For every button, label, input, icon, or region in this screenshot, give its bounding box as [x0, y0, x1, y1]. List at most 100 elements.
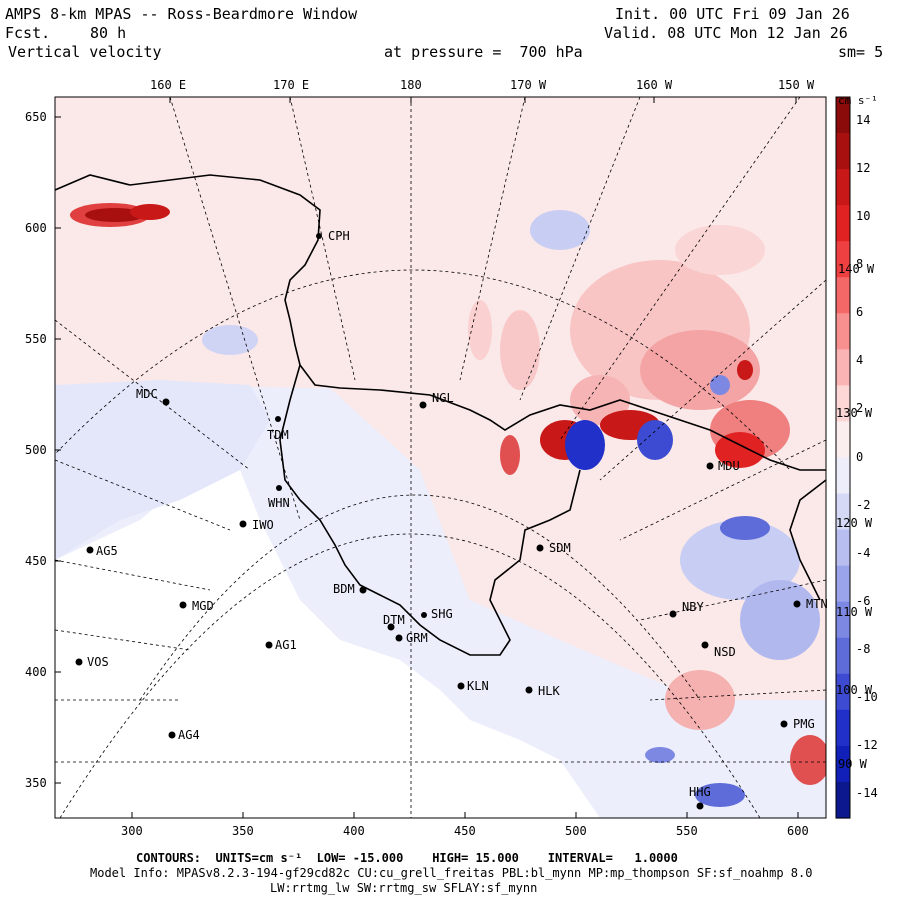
station-dot-ag1 [265, 641, 273, 649]
station-label-vos: VOS [87, 655, 109, 669]
station-dot-ngl [419, 401, 427, 409]
colorbar-swatch [836, 169, 850, 206]
colorbar-swatch [836, 205, 850, 242]
lon-label-170e: 170 E [273, 78, 310, 92]
init-time: Init. 00 UTC Fri 09 Jan 26 [615, 5, 850, 23]
colorbar [836, 97, 850, 819]
valid-time: Valid. 08 UTC Mon 12 Jan 26 [604, 24, 848, 42]
station-label-mdu: MDU [718, 459, 740, 473]
colorbar-swatch [836, 421, 850, 459]
colorbar-tick-label: -12 [856, 737, 878, 752]
station-dot-nsd [701, 641, 709, 649]
station-label-tdm: TDM [267, 428, 289, 442]
station-dot-tdm [275, 416, 281, 422]
station-label-sdm: SDM [549, 541, 571, 555]
colorbar-tick-label: 2 [856, 401, 864, 416]
station-label-ag1: AG1 [275, 638, 297, 652]
colorbar-tick-label: -10 [856, 689, 878, 704]
station-label-nsd: NSD [714, 645, 736, 659]
x-label-450: 450 [454, 824, 476, 838]
map-field [55, 97, 826, 818]
station-dot-nby [669, 610, 677, 618]
colorbar-tick-label: -14 [856, 786, 878, 800]
y-label-550: 550 [25, 332, 47, 346]
colorbar-tick-label: 8 [856, 257, 864, 272]
colorbar-tick-label: -8 [856, 641, 871, 656]
colorbar-swatch [836, 313, 850, 350]
colorbar-swatch [836, 637, 850, 675]
lon-label-160e: 160 E [150, 78, 187, 92]
colorbar-tick-label: 10 [856, 209, 871, 224]
colorbar-swatch [836, 349, 850, 386]
map-frame [54, 96, 827, 819]
colorbar-tick-label: 4 [856, 353, 864, 368]
colorbar-swatch [836, 745, 850, 783]
colorbar-tick-label: 0 [856, 449, 864, 464]
colorbar-swatch [836, 385, 850, 423]
x-label-300: 300 [121, 824, 143, 838]
station-label-ag5: AG5 [96, 544, 118, 558]
station-dot-grm [395, 634, 403, 642]
colorbar-swatch [836, 709, 850, 747]
forecast-label: Fcst. [5, 24, 51, 42]
station-label-mtn: MTN [806, 597, 828, 611]
pressure-level: at pressure = 700 hPa [384, 43, 583, 61]
meridian-label-100w: 100 W [836, 683, 873, 697]
station-label-dtm: DTM [383, 613, 405, 627]
station-dot-mdc [162, 398, 170, 406]
colorbar-swatch [836, 457, 850, 495]
lon-label-180: 180 [400, 78, 422, 92]
coastline [55, 174, 826, 656]
smoothing: sm= 5 [838, 43, 884, 61]
station-dot-pmg [780, 720, 788, 728]
colorbar-tick-label: -2 [856, 497, 871, 512]
field-name: Vertical velocity [8, 43, 162, 61]
x-label-550: 550 [676, 824, 698, 838]
station-dot-mtn [793, 600, 801, 608]
station-label-iwo: IWO [252, 518, 274, 532]
y-label-350: 350 [25, 776, 47, 790]
y-label-600: 600 [25, 221, 47, 235]
station-label-hlk: HLK [538, 684, 560, 698]
colorbar-frame [835, 96, 851, 819]
graticule [55, 97, 826, 818]
x-label-400: 400 [343, 824, 365, 838]
station-dot-whn [276, 485, 282, 491]
station-label-grm: GRM [406, 631, 428, 645]
station-dot-ag5 [86, 546, 94, 554]
model-info: Model Info: MPASv8.2.3-194-gf29cd82c CU:… [90, 866, 813, 880]
x-label-500: 500 [565, 824, 587, 838]
station-dot-cph [316, 233, 322, 239]
station-label-ag4: AG4 [178, 728, 200, 742]
colorbar-tick-label: 12 [856, 161, 871, 176]
axis-ticks [55, 97, 799, 818]
station-dot-dtm [387, 623, 395, 631]
meridian-label-140w: 140 W [838, 262, 875, 276]
colorbar-swatch [836, 493, 850, 531]
colorbar-swatch [836, 277, 850, 314]
colorbar-tick-label: -6 [856, 593, 871, 608]
station-dot-hlk [525, 686, 533, 694]
colorbar-units: cm s⁻¹ [838, 94, 878, 107]
colorbar-swatch [836, 601, 850, 639]
colorbar-tick-label: 6 [856, 305, 864, 320]
colorbar-swatch [836, 781, 850, 819]
physics-info: LW:rrtmg_lw SW:rrtmg_sw SFLAY:sf_mynn [270, 881, 538, 895]
station-dot-vos [75, 658, 83, 666]
station-dot-ag4 [168, 731, 176, 739]
y-label-650: 650 [25, 110, 47, 124]
colorbar-swatch [836, 133, 850, 170]
forecast-hour: 80 h [90, 24, 127, 42]
colorbar-swatch [836, 673, 850, 711]
meridian-label-120w: 120 W [836, 516, 873, 530]
station-label-pmg: PMG [793, 717, 815, 731]
station-label-ngl: NGL [432, 391, 454, 405]
meridian-label-110w: 110 W [836, 605, 873, 619]
y-label-500: 500 [25, 443, 47, 457]
station-dot-mgd [179, 601, 187, 609]
station-dot-iwo [239, 520, 247, 528]
station-dot-kln [457, 682, 465, 690]
station-label-shg: SHG [431, 607, 453, 621]
station-markers [75, 233, 801, 810]
